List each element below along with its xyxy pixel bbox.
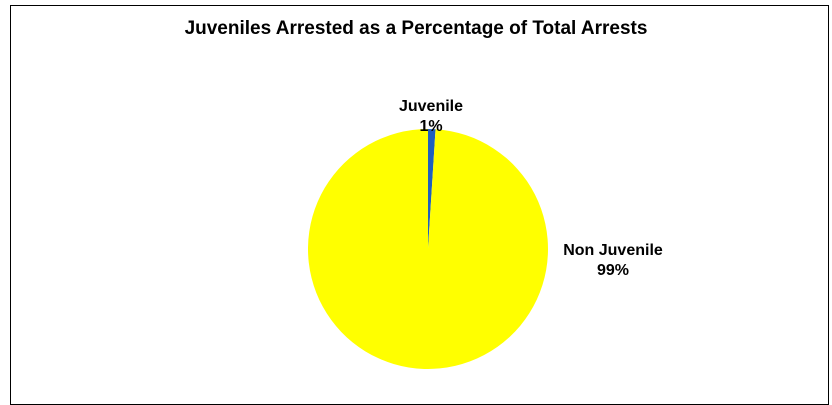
slice-label-juvenile: Juvenile [399,98,463,115]
slice-value-non-juvenile: 99% [597,262,629,279]
slice-label-non-juvenile: Non Juvenile [563,242,663,259]
pie-slice-non-juvenile [308,129,548,370]
pie-slice-juvenile [428,129,436,249]
slice-value-juvenile: 1% [419,118,442,135]
chart-title: Juveniles Arrested as a Percentage of To… [184,18,648,39]
